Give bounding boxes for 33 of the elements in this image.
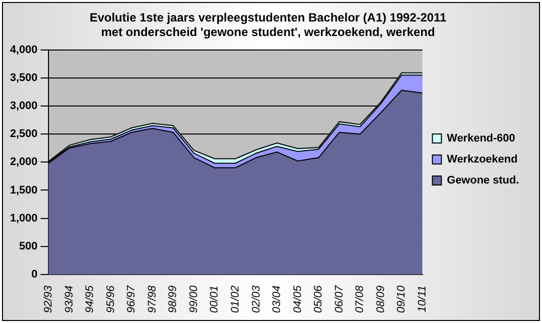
legend-label: Werkzoekend bbox=[446, 154, 518, 166]
x-tick-label: 99/00 bbox=[188, 284, 200, 314]
legend-label: Gewone stud. bbox=[446, 174, 520, 187]
x-tick-label: 96/97 bbox=[126, 284, 138, 314]
x-tick-label: 01/02 bbox=[230, 285, 242, 314]
x-tick-label: 03/04 bbox=[271, 285, 284, 314]
legend-label: Werkend-600 bbox=[446, 132, 516, 145]
x-tick-label: 08/09 bbox=[374, 285, 387, 314]
x-tick-label: 05/06 bbox=[312, 284, 325, 314]
y-tick-label: 500 bbox=[19, 240, 38, 252]
x-tick-label: 92/93 bbox=[42, 284, 55, 314]
y-tick-label: 2,500 bbox=[10, 128, 38, 140]
x-tick-label: 07/08 bbox=[354, 284, 366, 314]
text: Evolutie 1ste jaars verpleegstudenten Bachelor (A1) 1992-2011 bbox=[90, 10, 446, 25]
y-tick-label: 4,000 bbox=[10, 44, 38, 56]
x-tick-label: 04/05 bbox=[292, 284, 304, 314]
x-tick-label: 93/94 bbox=[63, 285, 76, 314]
x-tick-label: 06/07 bbox=[333, 284, 346, 314]
y-tick-label: 3,000 bbox=[10, 100, 38, 112]
x-tick-label: 09/10 bbox=[396, 284, 408, 314]
x-tick-label: 94/95 bbox=[84, 284, 96, 314]
y-tick-label: 3,500 bbox=[10, 72, 38, 84]
y-tick-label: 1,000 bbox=[10, 212, 38, 224]
x-tick-label: 98/99 bbox=[167, 285, 180, 314]
y-tick-label: 1,500 bbox=[10, 184, 38, 196]
x-tick-label: 95/96 bbox=[104, 284, 117, 314]
x-tick-label: 10/11 bbox=[416, 285, 428, 312]
y-tick-label: 2,000 bbox=[10, 156, 38, 168]
text: met onderscheid 'gewone student', werkzoekend, werkend bbox=[101, 24, 435, 39]
x-tick-label: 00/01 bbox=[208, 285, 221, 314]
x-tick-label: 97/98 bbox=[146, 284, 158, 314]
x-tick-label: 02/03 bbox=[250, 284, 262, 314]
y-tick-label: 0 bbox=[31, 268, 38, 281]
